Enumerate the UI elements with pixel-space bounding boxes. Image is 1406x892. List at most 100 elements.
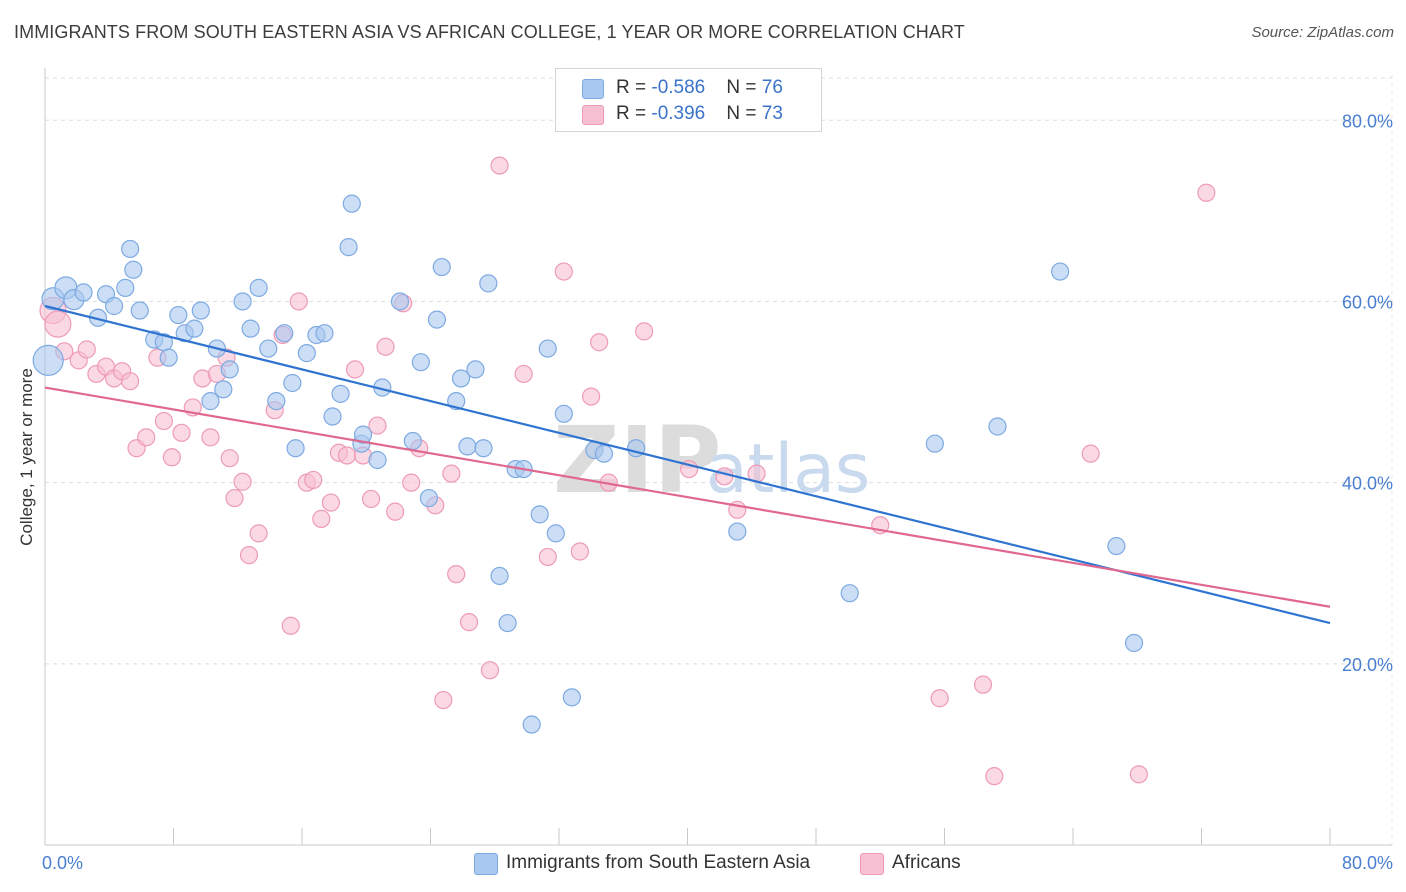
correlation-legend: R = -0.586 N = 76 R = -0.396 N = 73 [555, 68, 822, 132]
x-tick-label-min: 0.0% [42, 853, 83, 873]
point-africans [1129, 765, 1148, 784]
point-southeast-asia [74, 283, 93, 302]
point-southeast-asia [116, 278, 135, 297]
legend-n-value-2: 73 [761, 103, 783, 124]
point-africans [172, 423, 191, 442]
bottom-legend-label-africans: Africans [892, 852, 961, 873]
legend-r-label: R = [616, 77, 652, 98]
point-southeast-asia [840, 584, 859, 603]
legend-n-value-1: 76 [761, 77, 783, 98]
point-africans [239, 546, 259, 565]
point-southeast-asia [403, 431, 422, 451]
point-southeast-asia [104, 296, 124, 316]
point-africans [930, 689, 949, 708]
x-tick-label-max: 80.0% [1342, 853, 1393, 873]
point-southeast-asia [220, 360, 239, 379]
legend-swatch-pink [582, 105, 604, 125]
trend-lines [44, 304, 1331, 625]
point-africans [402, 473, 421, 492]
point-africans [361, 489, 381, 509]
legend-r-value-1: -0.586 [651, 77, 706, 98]
point-africans [289, 292, 308, 311]
point-southeast-asia [538, 339, 557, 358]
tick-labels: 20.0% 40.0% 60.0% 80.0% 0.0% 80.0% [42, 111, 1393, 873]
point-africans [1197, 183, 1216, 202]
legend-n-label: N = [726, 103, 762, 124]
point-southeast-asia [159, 348, 178, 367]
point-southeast-asia [554, 404, 573, 423]
trendline-southeast-asia [44, 304, 1331, 625]
point-africans [154, 411, 173, 431]
point-southeast-asia [214, 380, 233, 399]
point-africans [514, 364, 533, 384]
y-tick-label: 80.0% [1342, 111, 1393, 131]
point-southeast-asia [458, 437, 477, 456]
point-africans [590, 333, 609, 352]
watermark-zip: ZIP [553, 407, 721, 514]
point-africans [345, 360, 365, 379]
point-southeast-asia [474, 439, 493, 458]
point-africans [1081, 444, 1100, 463]
point-southeast-asia [419, 488, 438, 508]
series-southeast-asia [32, 194, 1144, 734]
point-southeast-asia [466, 360, 485, 379]
point-southeast-asia [267, 392, 286, 411]
gridlines [45, 75, 1393, 845]
point-southeast-asia [1107, 536, 1126, 556]
point-southeast-asia [233, 292, 252, 311]
point-africans [121, 372, 140, 391]
point-southeast-asia [315, 324, 334, 343]
point-africans [715, 467, 734, 486]
legend-swatch-blue [582, 79, 604, 99]
point-southeast-asia [353, 425, 373, 444]
point-southeast-asia [988, 417, 1007, 436]
legend-r-value-2: -0.396 [651, 103, 706, 124]
point-southeast-asia [331, 384, 350, 403]
bottom-legend-label-southeast-asia: Immigrants from South Eastern Asia [506, 852, 811, 873]
point-southeast-asia [169, 305, 188, 325]
point-africans [220, 449, 239, 468]
chart-title: IMMIGRANTS FROM SOUTH EASTERN ASIA VS AF… [14, 22, 965, 42]
point-africans [162, 448, 181, 467]
point-southeast-asia [275, 324, 294, 343]
point-southeast-asia [562, 688, 581, 707]
point-southeast-asia [1124, 633, 1144, 653]
point-southeast-asia [432, 257, 451, 277]
point-africans [304, 470, 323, 490]
point-southeast-asia [185, 319, 204, 338]
point-southeast-asia [546, 524, 565, 543]
point-southeast-asia [479, 274, 498, 293]
point-africans [249, 524, 268, 543]
point-southeast-asia [32, 344, 64, 376]
point-southeast-asia [342, 194, 361, 213]
point-southeast-asia [368, 450, 387, 470]
point-africans [368, 416, 387, 435]
point-southeast-asia [427, 310, 447, 329]
point-africans [480, 661, 500, 680]
point-africans [434, 690, 453, 710]
point-africans [570, 542, 589, 561]
point-africans [582, 387, 601, 406]
point-africans [137, 428, 156, 447]
point-southeast-asia [121, 239, 140, 259]
point-africans [376, 337, 395, 356]
point-southeast-asia [259, 339, 278, 358]
point-africans [386, 502, 405, 521]
point-africans [635, 322, 654, 341]
bottom-legend-swatch-pink [860, 853, 884, 875]
point-southeast-asia [323, 407, 342, 426]
point-southeast-asia [490, 566, 509, 586]
watermark: ZIP atlas [553, 407, 870, 514]
point-southeast-asia [390, 292, 410, 311]
bottom-legend-swatch-blue [474, 853, 498, 875]
point-africans [201, 428, 220, 447]
point-africans [459, 613, 479, 632]
point-southeast-asia [297, 344, 316, 363]
point-africans [312, 509, 331, 528]
point-southeast-asia [339, 238, 358, 257]
point-southeast-asia [530, 505, 549, 524]
legend-n-label: N = [726, 77, 762, 98]
point-southeast-asia [241, 319, 260, 338]
trendline-africans [44, 386, 1331, 608]
point-africans [281, 616, 300, 635]
